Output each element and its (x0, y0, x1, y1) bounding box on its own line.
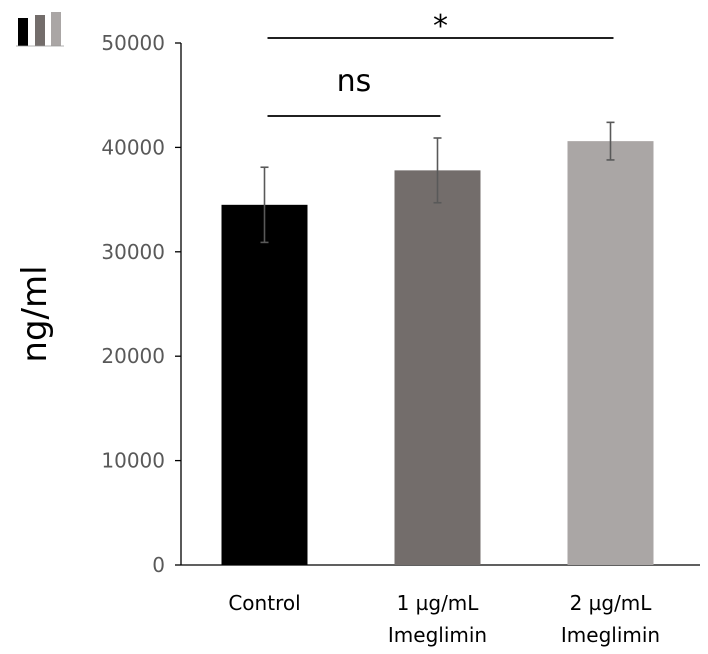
y-tick-label: 20000 (101, 344, 165, 368)
x-category-label-line2: Imeglimin (561, 623, 660, 647)
x-category-label: Control (228, 591, 300, 615)
y-tick-label: 0 (152, 553, 165, 577)
y-tick-label: 50000 (101, 31, 165, 55)
y-axis-label: ng/ml (15, 265, 55, 362)
x-axis-labels: Control 1 µg/mL Imeglimin 2 µg/mL Imeglimin (228, 591, 660, 647)
y-tick-label: 10000 (101, 449, 165, 473)
x-category-label-line2: Imeglimin (388, 623, 487, 647)
thumbnail-bar-3 (51, 12, 61, 46)
thumbnail-bar-1 (18, 18, 28, 46)
x-category-label: 2 µg/mL (570, 591, 653, 615)
x-category-label: 1 µg/mL (397, 591, 480, 615)
y-tick-label: 40000 (101, 135, 165, 159)
y-axis: 0 10000 20000 30000 40000 50000 (101, 31, 700, 577)
bar (567, 141, 654, 566)
thumbnail-preview (16, 12, 64, 47)
significance-annotations: ns * (267, 9, 614, 117)
significance-label: ns (337, 64, 372, 99)
thumbnail-bar-2 (35, 15, 45, 46)
bar (394, 170, 481, 566)
bar (221, 204, 308, 565)
significance-label: * (433, 9, 448, 44)
bars-group (221, 121, 654, 566)
y-tick-label: 30000 (101, 240, 165, 264)
